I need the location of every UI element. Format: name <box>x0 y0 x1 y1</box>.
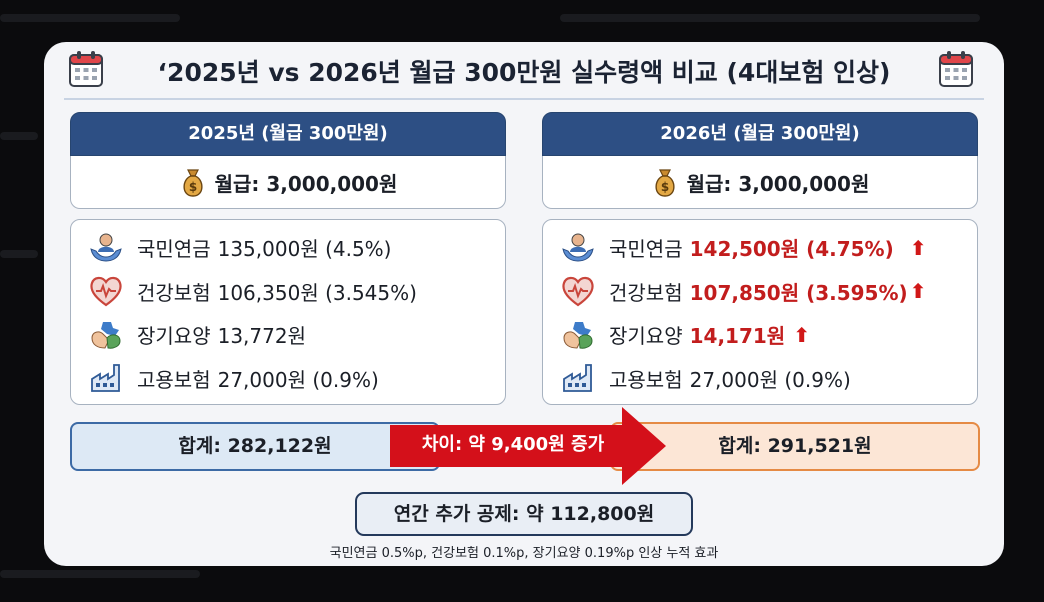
list-item-employment: 고용보험 27,000원 (0.9%) <box>561 357 959 401</box>
increase-arrow-icon: ⬆ <box>909 279 927 304</box>
difference-arrow-icon <box>390 407 666 485</box>
title-row: ‘2025년 vs 2026년 월급 300만원 실수령액 비교 (4대보험 인… <box>44 42 1004 98</box>
item-value-increased: 107,850원 (3.595%) <box>689 280 908 305</box>
deduction-list-2025: 국민연금 135,000원 (4.5%) 건강보험 106,350원 (3.54… <box>70 219 506 405</box>
factory-icon <box>563 364 592 393</box>
total-2025: 합계: 282,122원 <box>70 422 440 471</box>
salary-box-2026: $ 월급: 3,000,000원 <box>542 156 978 209</box>
item-value: 13,772원 <box>217 324 306 349</box>
column-header-2025: 2025년 (월급 300만원) <box>70 112 506 156</box>
column-header-2026: 2026년 (월급 300만원) <box>542 112 978 156</box>
heart-pulse-icon <box>90 277 122 307</box>
annual-extra-deduction: 연간 추가 공제: 약 112,800원 <box>355 492 693 536</box>
calendar-icon <box>939 51 973 87</box>
calendar-icon <box>69 51 103 87</box>
item-label: 고용보험 <box>137 367 211 392</box>
item-value: 27,000원 (0.9%) <box>217 367 379 392</box>
svg-text:$: $ <box>660 180 668 194</box>
background-decoration <box>0 132 38 140</box>
factory-icon <box>91 364 120 393</box>
item-label: 고용보험 <box>609 367 683 392</box>
money-bag-icon: $ <box>655 169 675 197</box>
item-label: 건강보험 <box>137 280 211 305</box>
deduction-list-2026: 국민연금 142,500원 (4.75%) ⬆ 건강보험 107,850원 (3… <box>542 219 978 405</box>
pension-hands-icon <box>562 233 594 262</box>
item-label: 국민연금 <box>137 237 211 262</box>
money-bag-icon: $ <box>183 169 203 197</box>
background-decoration <box>0 14 180 22</box>
column-2025: 2025년 (월급 300만원) $ 월급: 3,000,000원 국민연금 1… <box>70 112 506 405</box>
background-decoration <box>560 14 980 22</box>
comparison-card: ‘2025년 vs 2026년 월급 300만원 실수령액 비교 (4대보험 인… <box>44 42 1004 566</box>
list-item-longterm-care: 장기요양 14,171원 ⬆ <box>561 313 959 357</box>
list-item-pension: 국민연금 135,000원 (4.5%) <box>89 226 487 270</box>
title-divider <box>64 98 984 100</box>
item-label: 건강보험 <box>609 280 683 305</box>
increase-arrow-icon: ⬆ <box>909 235 927 260</box>
increase-arrow-icon: ⬆ <box>793 322 810 347</box>
item-value-increased: 14,171원 <box>689 324 786 349</box>
background-decoration <box>0 570 200 578</box>
list-item-pension: 국민연금 142,500원 (4.75%) ⬆ <box>561 226 959 270</box>
item-label: 국민연금 <box>609 237 683 262</box>
item-value: 135,000원 (4.5%) <box>217 237 392 262</box>
svg-text:$: $ <box>188 180 196 194</box>
background-decoration <box>0 250 38 258</box>
list-item-health: 건강보험 107,850원 (3.595%) ⬆ <box>561 270 959 314</box>
care-hands-icon <box>563 321 593 349</box>
item-value: 27,000원 (0.9%) <box>689 367 851 392</box>
salary-text: 월급: 3,000,000원 <box>686 171 870 196</box>
item-label: 장기요양 <box>609 324 683 349</box>
item-value-increased: 142,500원 (4.75%) <box>689 237 894 262</box>
page-title: ‘2025년 vs 2026년 월급 300만원 실수령액 비교 (4대보험 인… <box>157 58 891 87</box>
pension-hands-icon <box>90 233 122 262</box>
footnote: 국민연금 0.5%p, 건강보험 0.1%p, 장기요양 0.19%p 인상 누… <box>329 546 719 561</box>
care-hands-icon <box>91 321 121 349</box>
column-2026: 2026년 (월급 300만원) $ 월급: 3,000,000원 국민연금 1… <box>542 112 978 405</box>
item-label: 장기요양 <box>137 324 211 349</box>
list-item-employment: 고용보험 27,000원 (0.9%) <box>89 357 487 401</box>
list-item-health: 건강보험 106,350원 (3.545%) <box>89 270 487 314</box>
heart-pulse-icon <box>562 277 594 307</box>
item-value: 106,350원 (3.545%) <box>217 280 417 305</box>
salary-text: 월급: 3,000,000원 <box>214 171 398 196</box>
difference-label: 차이: 약 9,400원 증가 <box>421 434 605 455</box>
salary-box-2025: $ 월급: 3,000,000원 <box>70 156 506 209</box>
list-item-longterm-care: 장기요양 13,772원 <box>89 313 487 357</box>
